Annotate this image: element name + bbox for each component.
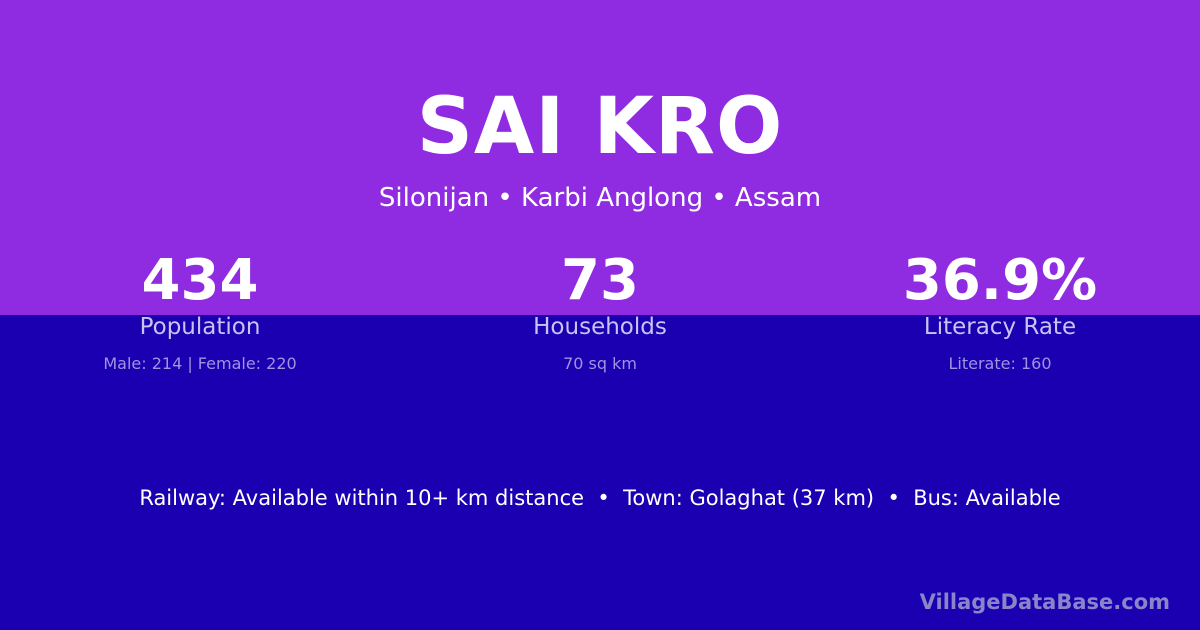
stat-households: 73 Households 70 sq km [400, 248, 800, 374]
stat-label: Population [139, 314, 261, 340]
stat-literacy: 36.9% Literacy Rate Literate: 160 [800, 248, 1200, 374]
stat-value: 434 [141, 248, 259, 313]
location-breadcrumb: Silonijan • Karbi Anglong • Assam [378, 183, 822, 213]
footer-band [0, 315, 1200, 630]
stat-population: 434 Population Male: 214 | Female: 220 [0, 248, 400, 374]
village-title: SAI KRO [416, 82, 784, 172]
stat-value: 36.9% [902, 248, 1098, 313]
amenities-info: Railway: Available within 10+ km distanc… [139, 486, 1061, 510]
stat-value: 73 [561, 248, 639, 313]
stat-label: Literacy Rate [923, 314, 1077, 340]
header-band [0, 0, 1200, 315]
stat-detail: 70 sq km [563, 354, 637, 373]
stat-detail: Male: 214 | Female: 220 [103, 354, 297, 373]
stat-label: Households [533, 314, 667, 340]
brand-logo: VillageDataBase.com [919, 590, 1170, 614]
stat-detail: Literate: 160 [948, 354, 1052, 373]
